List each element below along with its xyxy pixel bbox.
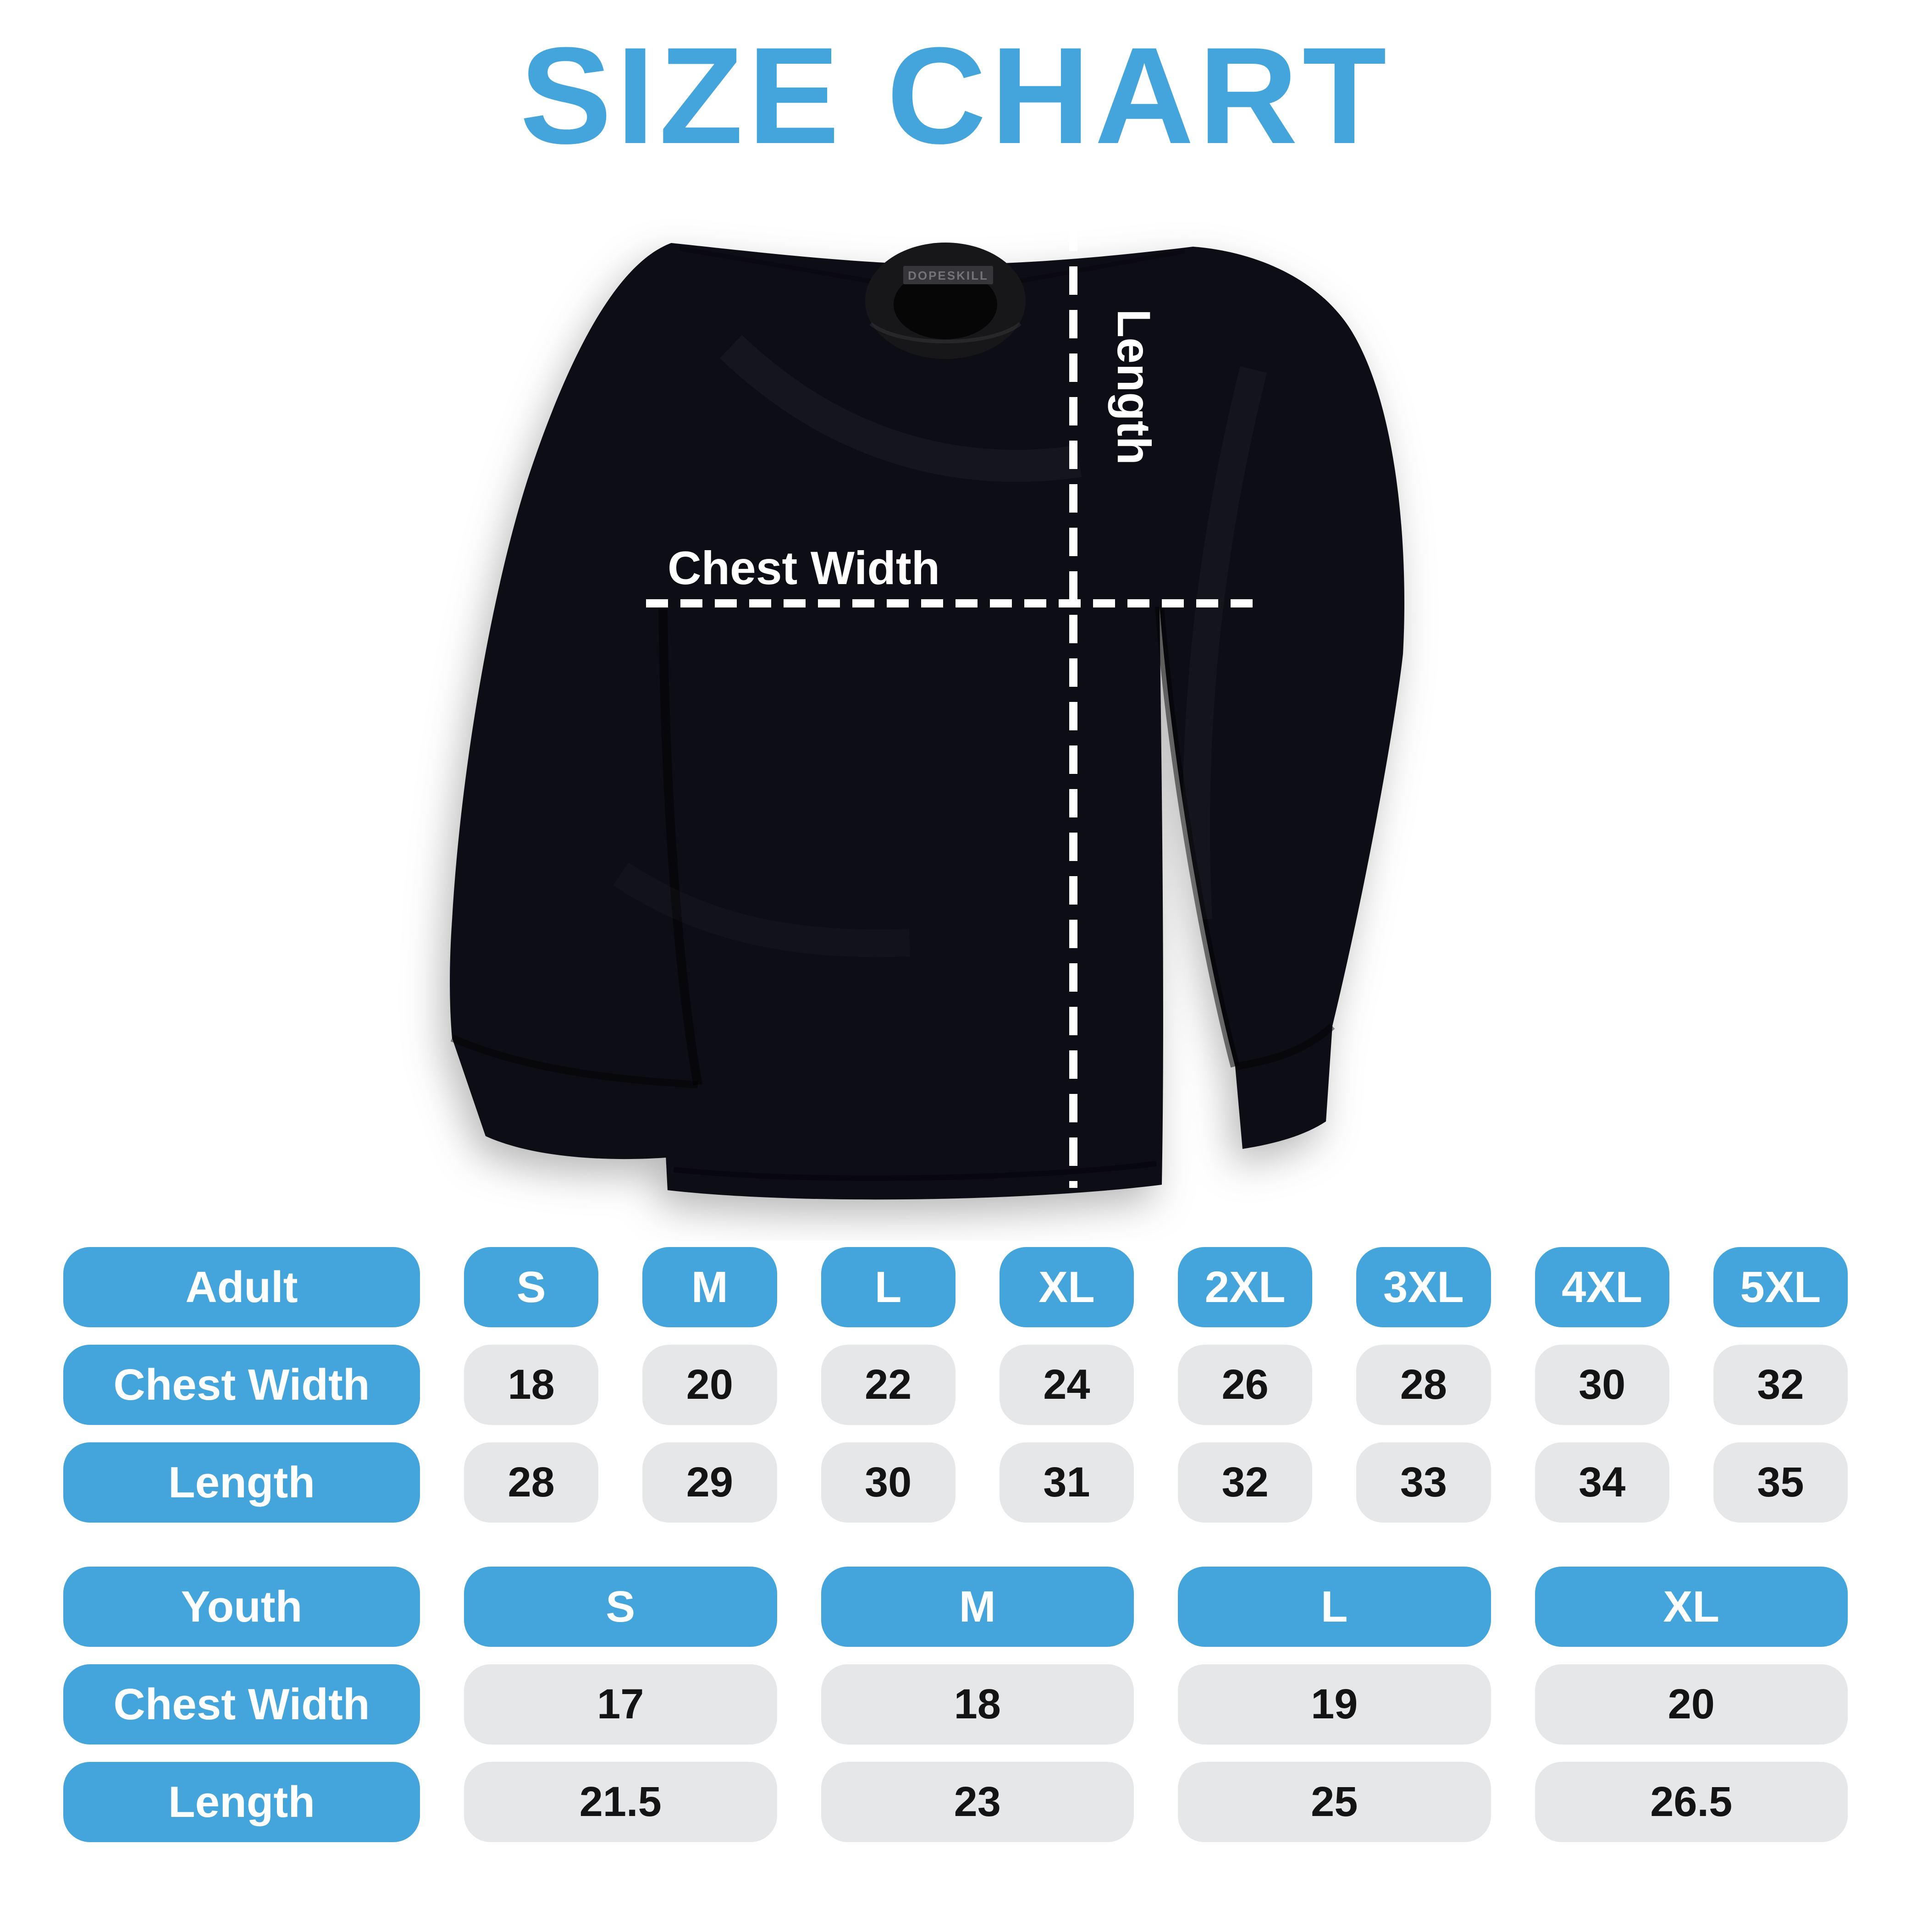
adult-size-col-3XL: 3XL — [1356, 1247, 1491, 1327]
adult-size-col-M: M — [642, 1247, 777, 1327]
shirt-seams — [450, 246, 1335, 1181]
chest-width-label: Chest Width — [668, 542, 940, 594]
adult-size-table: Adult S M L XL 2XL 3XL 4XL 5XL Chest Width 18 20 22 2… — [63, 1247, 1848, 1523]
adult-chest-width-value-M: 20 — [642, 1345, 777, 1425]
youth-length-value-S: 21.5 — [464, 1762, 777, 1842]
adult-length-value-3XL: 33 — [1356, 1442, 1491, 1523]
youth-length-value-M: 23 — [821, 1762, 1134, 1842]
youth-size-col-M: M — [821, 1567, 1134, 1647]
adult-length-value-5XL: 35 — [1713, 1442, 1848, 1523]
adult-length-value-4XL: 34 — [1535, 1442, 1669, 1523]
youth-chest-width-value-M: 18 — [821, 1664, 1134, 1744]
shirt-figure: DOPESKILL Chest Width Length — [382, 186, 1529, 1241]
collar-highlight — [869, 322, 1022, 343]
neck-tag — [903, 266, 993, 284]
adult-size-col-L: L — [821, 1247, 956, 1327]
adult-size-col-4XL: 4XL — [1535, 1247, 1669, 1327]
adult-chest-width-value-S: 18 — [464, 1345, 599, 1425]
youth-length-value-L: 25 — [1178, 1762, 1491, 1842]
adult-chest-width-value-L: 22 — [821, 1345, 956, 1425]
adult-chest-width-value-5XL: 32 — [1713, 1345, 1848, 1425]
youth-header-label: Youth — [63, 1567, 420, 1647]
youth-size-col-L: L — [1178, 1567, 1491, 1647]
adult-chest-width-value-XL: 24 — [999, 1345, 1134, 1425]
youth-size-col-XL: XL — [1535, 1567, 1848, 1647]
youth-chest-width-label: Chest Width — [63, 1664, 420, 1744]
youth-length-label: Length — [63, 1762, 420, 1842]
youth-size-col-S: S — [464, 1567, 777, 1647]
youth-chest-width-value-XL: 20 — [1535, 1664, 1848, 1744]
adult-size-col-XL: XL — [999, 1247, 1134, 1327]
adult-length-value-XL: 31 — [999, 1442, 1134, 1523]
adult-chest-width-value-3XL: 28 — [1356, 1345, 1491, 1425]
adult-length-value-L: 30 — [821, 1442, 956, 1523]
adult-chest-width-label: Chest Width — [63, 1345, 420, 1425]
page-title: SIZE CHART — [520, 18, 1391, 172]
shirt-illustration: DOPESKILL Chest Width Length — [450, 223, 1404, 1200]
length-label: Length — [1108, 309, 1160, 465]
youth-length-value-XL: 26.5 — [1535, 1762, 1848, 1842]
adult-length-value-2XL: 32 — [1178, 1442, 1313, 1523]
adult-length-label: Length — [63, 1442, 420, 1523]
neck-tag-label: DOPESKILL — [908, 269, 989, 282]
adult-chest-width-value-4XL: 30 — [1535, 1345, 1669, 1425]
size-tables: Adult S M L XL 2XL 3XL 4XL 5XL Chest Width 18 20 22 2… — [63, 1247, 1848, 1842]
youth-chest-width-value-L: 19 — [1178, 1664, 1491, 1744]
youth-size-table: Youth S M L XL Chest Width 17 18 19 20 Length 21.5 2… — [63, 1567, 1848, 1842]
adult-length-value-M: 29 — [642, 1442, 777, 1523]
collar-inner — [894, 270, 997, 339]
adult-length-value-S: 28 — [464, 1442, 599, 1523]
adult-size-col-5XL: 5XL — [1713, 1247, 1848, 1327]
adult-size-col-2XL: 2XL — [1178, 1247, 1313, 1327]
adult-header-label: Adult — [63, 1247, 420, 1327]
youth-chest-width-value-S: 17 — [464, 1664, 777, 1744]
adult-chest-width-value-2XL: 26 — [1178, 1345, 1313, 1425]
shirt-body — [450, 243, 1404, 1200]
adult-size-col-S: S — [464, 1247, 599, 1327]
